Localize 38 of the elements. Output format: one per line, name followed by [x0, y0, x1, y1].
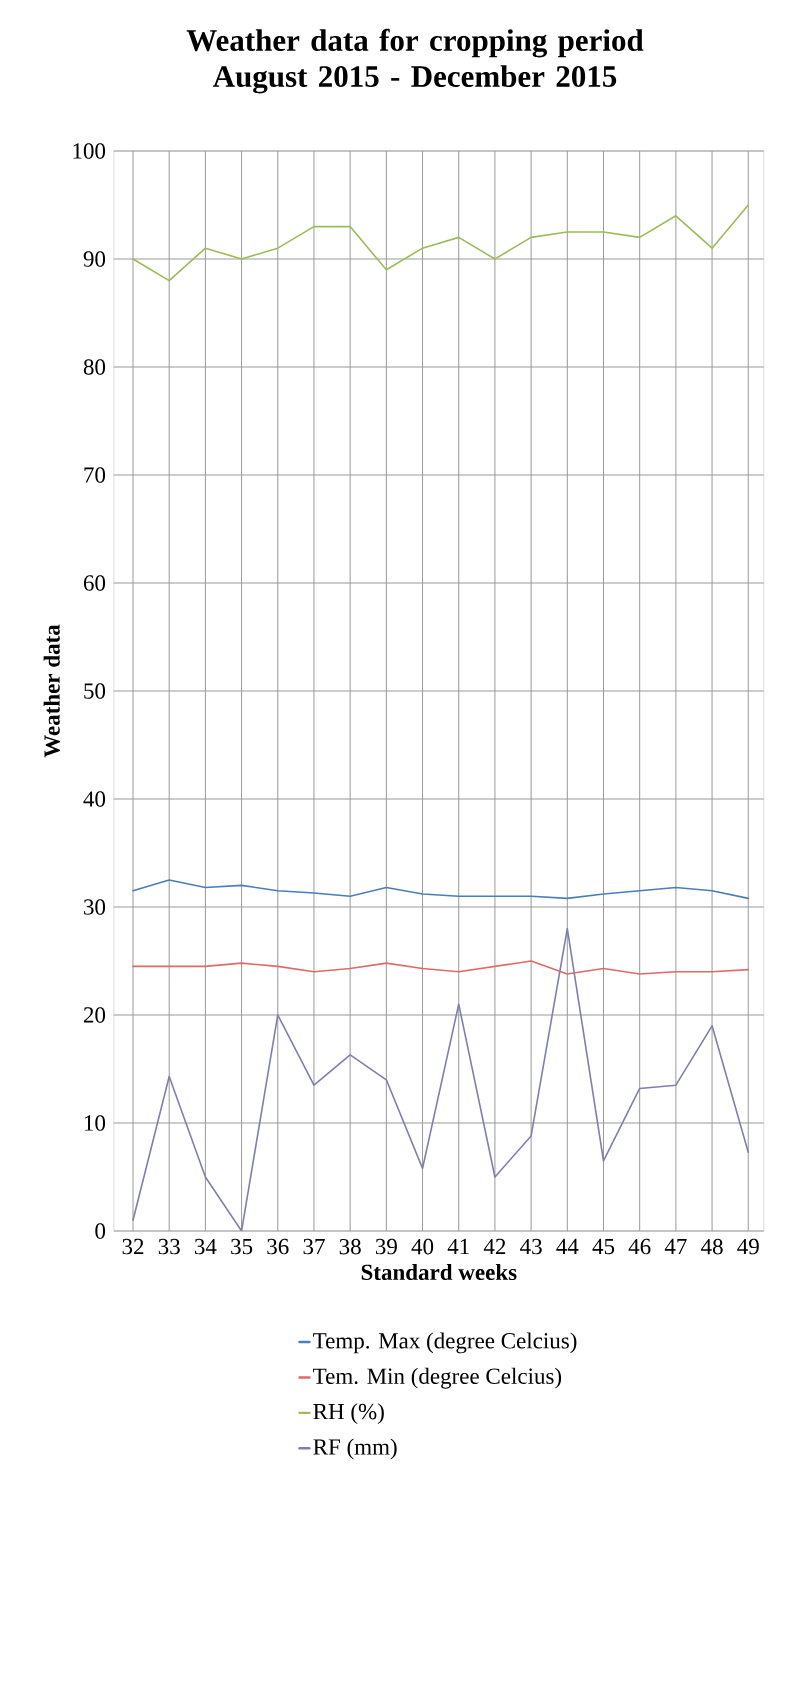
y-tick-label: 40 — [83, 791, 106, 807]
x-tick-label: 36 — [267, 1238, 289, 1255]
x-tick-label: 47 — [664, 1238, 687, 1254]
x-tick-label: 45 — [592, 1238, 615, 1255]
legend-label: Temp. Max (degree Celcius) — [313, 1332, 577, 1354]
x-tick-label: 35 — [231, 1238, 253, 1255]
y-tick-label: 70 — [84, 467, 106, 483]
y-tick-label: 80 — [83, 359, 106, 375]
x-axis-title: Standard weeks — [361, 1263, 517, 1281]
y-tick-label: 0 — [95, 1223, 106, 1239]
y-tick-label: 100 — [73, 143, 106, 159]
y-tick-label: 50 — [84, 683, 106, 699]
x-tick-label: 34 — [194, 1238, 217, 1255]
y-tick-label: 30 — [84, 899, 106, 915]
chart-title: Weather data for cropping period August 2015 - December 2015 — [186, 28, 644, 94]
line-series — [132, 927, 750, 1231]
legend-label: Tem. Min (degree Celcius) — [313, 1367, 562, 1389]
x-tick-label: 32 — [122, 1238, 144, 1255]
x-tick-label: 40 — [411, 1238, 434, 1255]
x-tick-label: 38 — [339, 1238, 361, 1255]
x-tick-label: 39 — [375, 1238, 397, 1255]
x-tick-label: 42 — [483, 1238, 506, 1255]
x-tick-label: 41 — [447, 1238, 469, 1255]
y-tick-label: 90 — [83, 251, 106, 267]
y-tick-label: 10 — [84, 1115, 106, 1131]
y-tick-label: 60 — [83, 575, 106, 591]
x-tick-label: 37 — [303, 1238, 325, 1255]
x-tick-label: 48 — [701, 1238, 723, 1255]
legend-label: RF (mm) — [313, 1438, 397, 1460]
x-tick-label: 33 — [158, 1238, 180, 1255]
y-axis-title: Weather data — [43, 624, 60, 758]
x-tick-label: 46 — [628, 1238, 651, 1255]
x-tick-label: 44 — [556, 1238, 579, 1254]
line-series — [132, 204, 750, 282]
x-tick-label: 43 — [520, 1238, 542, 1255]
y-tick-label: 20 — [83, 1007, 106, 1023]
legend-label: RH (%) — [313, 1403, 384, 1425]
x-tick-label: 49 — [737, 1238, 759, 1255]
